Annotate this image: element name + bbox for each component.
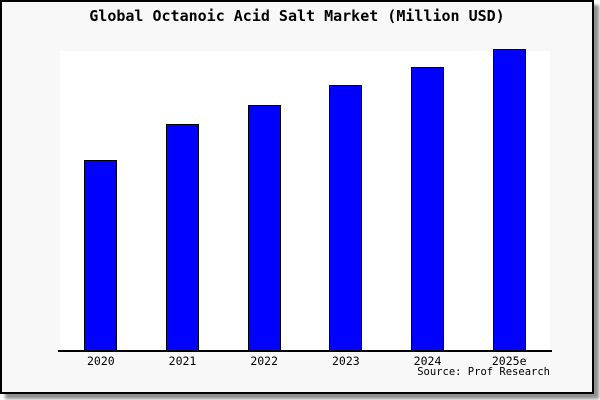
bar-slot-2023 bbox=[305, 50, 387, 350]
bar-2022 bbox=[247, 104, 281, 350]
bar-2020 bbox=[84, 160, 118, 350]
x-tick-label-2021: 2021 bbox=[168, 354, 197, 368]
plot-area bbox=[60, 49, 550, 351]
bar-slot-2024 bbox=[387, 50, 469, 350]
x-axis-line bbox=[58, 350, 552, 352]
bar-slot-2025e bbox=[468, 49, 550, 350]
x-tick-label-2025e: 2025e bbox=[491, 354, 527, 368]
x-axis-labels: 2020 2021 2022 2023 2024 2025e bbox=[60, 355, 550, 368]
x-tick-label-2023: 2023 bbox=[332, 354, 360, 368]
bar-2024 bbox=[411, 67, 445, 350]
bar-slot-2021 bbox=[142, 50, 224, 350]
bars-container bbox=[60, 49, 550, 350]
x-tick-label-2024: 2024 bbox=[413, 354, 442, 368]
bar-2023 bbox=[329, 85, 363, 350]
x-tick-label-2020: 2020 bbox=[86, 354, 115, 368]
bar-2025e bbox=[492, 49, 526, 350]
bar-2021 bbox=[166, 124, 199, 350]
chart-title: Global Octanoic Acid Salt Market (Millio… bbox=[89, 7, 505, 25]
bar-slot-2022 bbox=[223, 50, 305, 350]
source-note: Source: Prof Research bbox=[417, 366, 550, 378]
bar-slot-2020 bbox=[60, 50, 142, 350]
x-tick-label-2022: 2022 bbox=[250, 354, 279, 368]
